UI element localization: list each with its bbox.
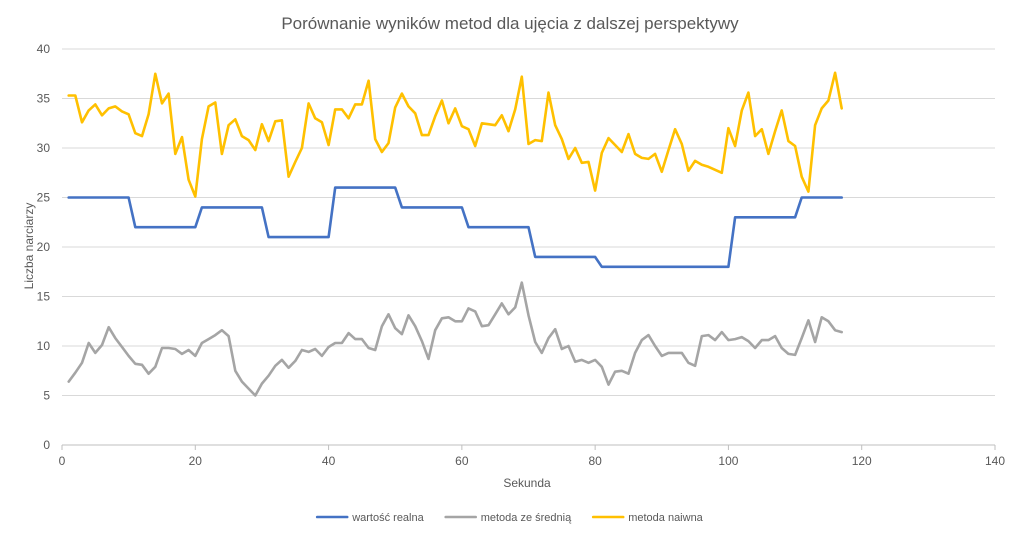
legend-item: wartość realna bbox=[315, 512, 425, 524]
x-tick-label: 100 bbox=[718, 454, 738, 468]
series-line-1 bbox=[67, 186, 844, 269]
chart-title: Porównanie wyników metod dla ujęcia z da… bbox=[281, 14, 739, 33]
x-tick-label: 0 bbox=[59, 454, 66, 468]
axes bbox=[61, 444, 996, 450]
y-tick-label: 40 bbox=[37, 42, 51, 56]
x-tick-label: 60 bbox=[455, 454, 469, 468]
x-tick-label: 40 bbox=[322, 454, 336, 468]
y-tick-label: 15 bbox=[37, 290, 51, 304]
legend-label: metoda naiwna bbox=[628, 512, 703, 524]
x-tick-label: 80 bbox=[588, 454, 602, 468]
y-tick-label: 10 bbox=[37, 339, 51, 353]
legend-item: metoda ze średnią bbox=[444, 512, 572, 524]
x-tick-label: 120 bbox=[852, 454, 872, 468]
legend-label: metoda ze średnią bbox=[481, 512, 572, 524]
y-tick-label: 30 bbox=[37, 141, 51, 155]
legend: wartość realna metoda ze średnią metoda na… bbox=[315, 512, 704, 524]
legend-item: metoda naiwna bbox=[591, 512, 704, 524]
gridlines bbox=[62, 48, 995, 396]
y-axis-label: Liczba narciarzy bbox=[22, 203, 36, 290]
y-tick-label: 5 bbox=[43, 389, 50, 403]
y-tick-label: 0 bbox=[43, 438, 50, 452]
x-tick-label: 140 bbox=[985, 454, 1005, 468]
legend-label: wartość realna bbox=[351, 512, 424, 524]
series-line-3 bbox=[67, 71, 844, 198]
series-layer bbox=[67, 71, 844, 397]
x-tick-label: 20 bbox=[189, 454, 203, 468]
y-tick-label: 25 bbox=[37, 191, 51, 205]
y-tick-label: 35 bbox=[37, 92, 51, 106]
series-line-2 bbox=[67, 281, 844, 397]
tick-labels: 0 5 10 15 20 25 30 35 40 0 20 40 60 80 100 120 140 bbox=[37, 42, 1006, 468]
y-tick-label: 20 bbox=[37, 240, 51, 254]
x-axis-label: Sekunda bbox=[503, 476, 551, 490]
